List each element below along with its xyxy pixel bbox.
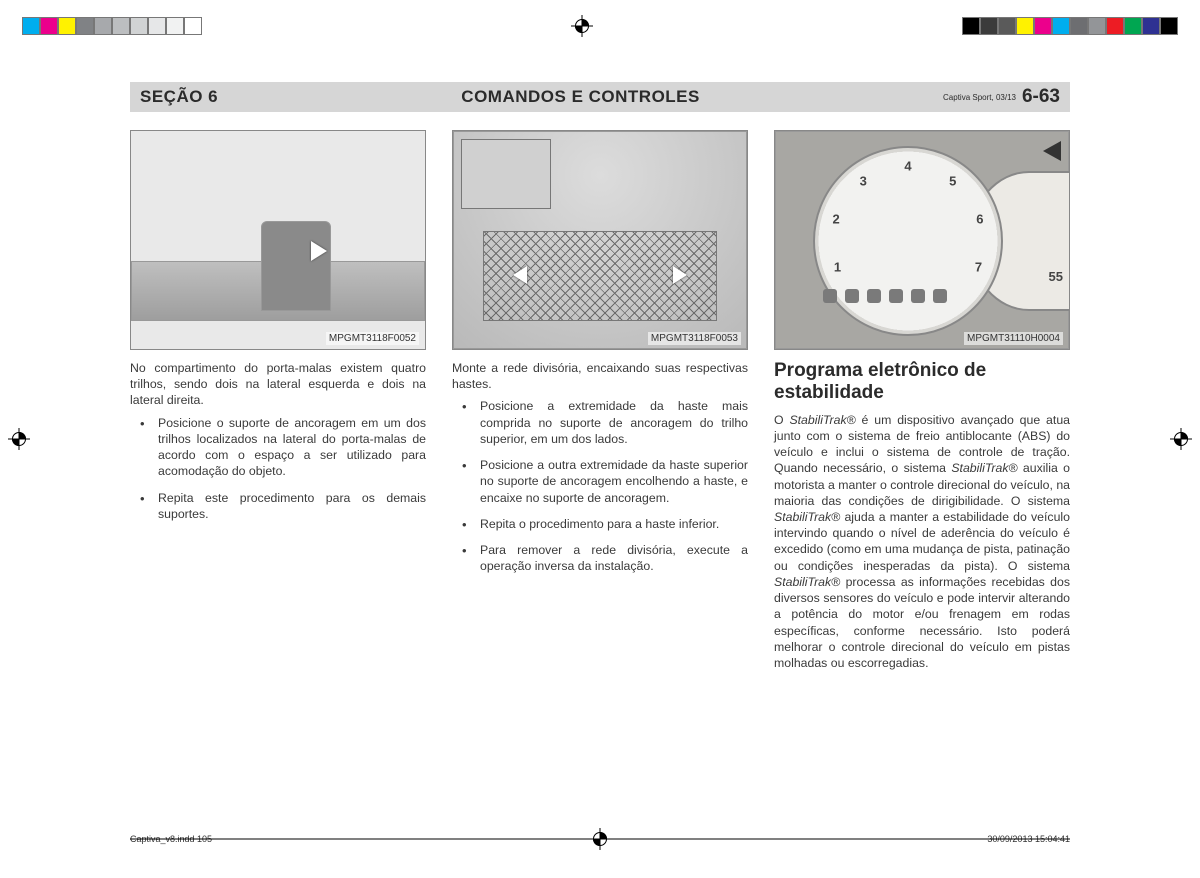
registration-mark-left xyxy=(8,428,30,450)
bullet-list: Posicione a extremidade da haste mais co… xyxy=(452,398,748,574)
product-name: StabiliTrak® xyxy=(789,413,855,427)
paragraph: Monte a rede divisória, encaixando suas … xyxy=(452,360,748,392)
page-number: 6-63 xyxy=(1022,86,1060,108)
gauge-number: 4 xyxy=(904,159,911,174)
page-footer: Captiva_v8.indd 105 30/09/2013 15:04:41 xyxy=(130,828,1070,850)
registration-mark-bottom xyxy=(589,828,611,850)
gauge-number: 3 xyxy=(860,173,867,188)
figure-label: MPGMT3118F0052 xyxy=(326,332,419,345)
gauge-number: 1 xyxy=(834,259,841,274)
paragraph: O StabiliTrak® é um dispositivo avançado… xyxy=(774,412,1070,672)
bullet-list: Posicione o suporte de ancoragem em um d… xyxy=(130,415,426,522)
list-item: Repita este procedimento para os demais … xyxy=(158,490,426,522)
arrow-icon xyxy=(311,241,327,261)
list-item: Repita o procedimento para a haste infer… xyxy=(480,516,748,532)
list-item: Posicione o suporte de ancoragem em um d… xyxy=(158,415,426,480)
column-3: 1 2 3 4 5 6 7 55 MPGMT31110H0004 Programa elet… xyxy=(774,130,1070,677)
print-marks-top xyxy=(0,12,1200,40)
arrow-icon xyxy=(513,266,527,284)
section-label: SEÇÃO 6 xyxy=(140,87,218,107)
list-item: Posicione a outra extremidade da haste s… xyxy=(480,457,748,506)
figure-instrument-cluster: 1 2 3 4 5 6 7 55 MPGMT31110H0004 xyxy=(774,130,1070,350)
gauge-number: 5 xyxy=(949,173,956,188)
list-item: Para remover a rede divisória, execute a… xyxy=(480,542,748,574)
warning-icon xyxy=(933,289,947,303)
warning-icons-row xyxy=(823,289,947,303)
column-2: MPGMT3118F0053 Monte a rede divisória, e… xyxy=(452,130,748,677)
page-meta: Captiva Sport, 03/13 xyxy=(943,93,1016,102)
warning-icon xyxy=(867,289,881,303)
column-1: MPGMT3118F0052 No compartimento do porta… xyxy=(130,130,426,677)
gauge-number: 2 xyxy=(833,212,840,227)
page-header: SEÇÃO 6 COMANDOS E CONTROLES Captiva Spo… xyxy=(130,82,1070,112)
page-title: COMANDOS E CONTROLES xyxy=(218,87,943,107)
section-heading: Programa eletrônico de estabilidade xyxy=(774,360,1070,404)
gauge-side-value: 55 xyxy=(1049,269,1063,284)
product-name: StabiliTrak® xyxy=(774,510,840,524)
warning-icon xyxy=(889,289,903,303)
arrow-icon xyxy=(1043,141,1061,161)
paragraph: No compartimento do porta-malas existem … xyxy=(130,360,426,409)
figure-label: MPGMT31110H0004 xyxy=(964,332,1063,345)
warning-icon xyxy=(845,289,859,303)
registration-mark-right xyxy=(1170,428,1192,450)
figure-label: MPGMT3118F0053 xyxy=(648,332,741,345)
gauge-number: 7 xyxy=(975,259,982,274)
list-item: Posicione a extremidade da haste mais co… xyxy=(480,398,748,447)
warning-icon xyxy=(911,289,925,303)
color-bar-left xyxy=(22,17,202,35)
arrow-icon xyxy=(673,266,687,284)
product-name: StabiliTrak® xyxy=(951,461,1017,475)
warning-icon xyxy=(823,289,837,303)
columns: MPGMT3118F0052 No compartimento do porta… xyxy=(130,130,1070,677)
color-bar-right xyxy=(962,17,1178,35)
registration-mark-top xyxy=(571,15,593,37)
gauge-number: 6 xyxy=(976,212,983,227)
page-content: SEÇÃO 6 COMANDOS E CONTROLES Captiva Spo… xyxy=(130,82,1070,677)
figure-rail-clip: MPGMT3118F0052 xyxy=(130,130,426,350)
figure-cargo-net: MPGMT3118F0053 xyxy=(452,130,748,350)
product-name: StabiliTrak® xyxy=(774,575,840,589)
